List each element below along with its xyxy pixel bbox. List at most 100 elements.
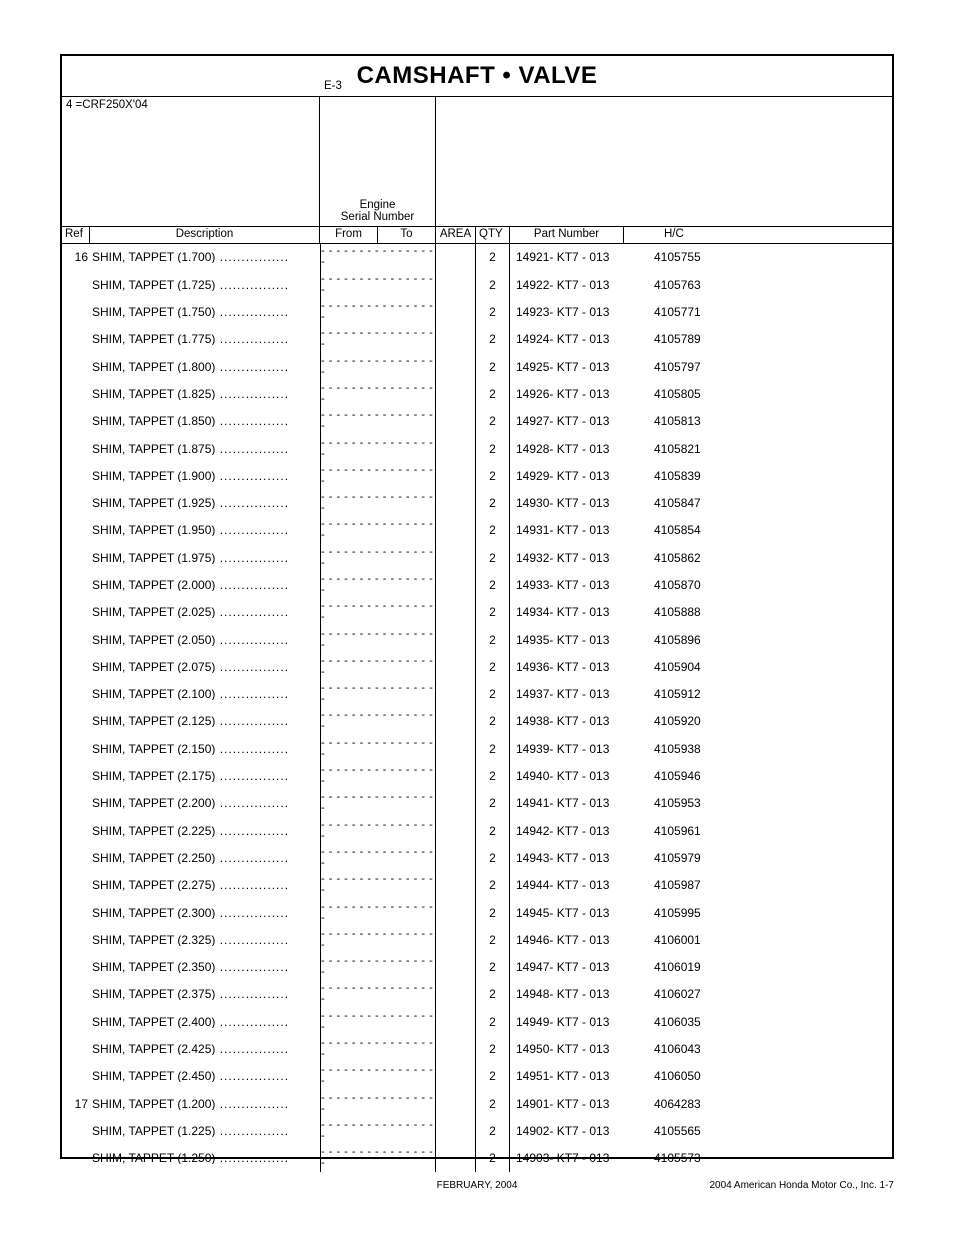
cell-part: 14943- KT7 - 013 (510, 852, 624, 864)
table-row: SHIM, TAPPET (1.925)- - - - - - - - - - … (62, 489, 892, 516)
cell-qty: 2 (476, 844, 510, 871)
cell-area (436, 408, 476, 435)
cell-serial: - - - - - - - - - - - - - - - - (320, 626, 436, 653)
cell-part: 14923- KT7 - 013 (510, 306, 624, 318)
cell-desc: SHIM, TAPPET (2.150) (92, 743, 290, 755)
cell-desc: SHIM, TAPPET (1.700) (92, 251, 290, 263)
page-title: CAMSHAFT • VALVE (62, 56, 892, 97)
cell-area (436, 1145, 476, 1172)
cell-desc: SHIM, TAPPET (2.400) (92, 1016, 290, 1028)
cell-serial: - - - - - - - - - - - - - - - - (320, 790, 436, 817)
cell-desc: SHIM, TAPPET (2.050) (92, 634, 290, 646)
cell-serial: - - - - - - - - - - - - - - - - (320, 899, 436, 926)
cell-area (436, 244, 476, 271)
cell-hc: 4105961 (624, 825, 892, 837)
cell-part: 14926- KT7 - 013 (510, 388, 624, 400)
cell-area (436, 872, 476, 899)
cell-hc: 4105979 (624, 852, 892, 864)
meta-row: 4 =CRF250X'04 E-3 Engine Serial Number (62, 97, 892, 227)
table-body: 16SHIM, TAPPET (1.700)- - - - - - - - - … (62, 244, 892, 1172)
cell-part: 14935- KT7 - 013 (510, 634, 624, 646)
cell-area (436, 517, 476, 544)
table-row: SHIM, TAPPET (2.375)- - - - - - - - - - … (62, 981, 892, 1008)
cell-part: 14922- KT7 - 013 (510, 279, 624, 291)
cell-qty: 2 (476, 817, 510, 844)
cell-qty: 2 (476, 271, 510, 298)
model-cell: 4 =CRF250X'04 (62, 97, 320, 226)
table-row: SHIM, TAPPET (2.025)- - - - - - - - - - … (62, 599, 892, 626)
table-row: SHIM, TAPPET (2.350)- - - - - - - - - - … (62, 954, 892, 981)
cell-qty: 2 (476, 1090, 510, 1117)
table-row: SHIM, TAPPET (2.000)- - - - - - - - - - … (62, 571, 892, 598)
cell-desc: SHIM, TAPPET (2.250) (92, 852, 290, 864)
cell-qty: 2 (476, 790, 510, 817)
cell-area (436, 735, 476, 762)
cell-part: 14948- KT7 - 013 (510, 988, 624, 1000)
table-row: SHIM, TAPPET (1.850)- - - - - - - - - - … (62, 408, 892, 435)
table-row: SHIM, TAPPET (2.200)- - - - - - - - - - … (62, 790, 892, 817)
cell-part: 14950- KT7 - 013 (510, 1043, 624, 1055)
hdr-hc: H/C (624, 227, 892, 243)
table-row: SHIM, TAPPET (2.275)- - - - - - - - - - … (62, 872, 892, 899)
cell-serial: - - - - - - - - - - - - - - - - (320, 462, 436, 489)
cell-qty: 2 (476, 244, 510, 271)
cell-qty: 2 (476, 571, 510, 598)
cell-qty: 2 (476, 599, 510, 626)
cell-hc: 4105946 (624, 770, 892, 782)
cell-qty: 2 (476, 408, 510, 435)
table-row: SHIM, TAPPET (1.725)- - - - - - - - - - … (62, 271, 892, 298)
cell-desc: SHIM, TAPPET (2.000) (92, 579, 290, 591)
cell-desc: SHIM, TAPPET (2.225) (92, 825, 290, 837)
cell-hc: 4105938 (624, 743, 892, 755)
cell-hc: 4105862 (624, 552, 892, 564)
cell-part: 14927- KT7 - 013 (510, 415, 624, 427)
table-row: SHIM, TAPPET (2.050) - - - - - - - - - - … (62, 626, 892, 653)
cell-serial: - - - - - - - - - - - - - - - - (320, 1145, 436, 1172)
cell-area (436, 762, 476, 789)
cell-hc: 4106035 (624, 1016, 892, 1028)
cell-qty: 2 (476, 544, 510, 571)
cell-serial: - - - - - - - - - - - - - - - - (320, 926, 436, 953)
cell-serial: - - - - - - - - - - - - - - - - (320, 435, 436, 462)
cell-desc: SHIM, TAPPET (2.300) (92, 907, 290, 919)
parts-table-frame: CAMSHAFT • VALVE 4 =CRF250X'04 E-3 Engin… (60, 54, 894, 1159)
cell-desc: SHIM, TAPPET (2.325) (92, 934, 290, 946)
cell-hc: 4105763 (624, 279, 892, 291)
cell-part: 14945- KT7 - 013 (510, 907, 624, 919)
cell-qty: 2 (476, 1063, 510, 1090)
table-row: SHIM, TAPPET (2.300) - - - - - - - - - - … (62, 899, 892, 926)
cell-hc: 4106001 (624, 934, 892, 946)
cell-desc: SHIM, TAPPET (2.125) (92, 715, 290, 727)
cell-hc: 4106019 (624, 961, 892, 973)
cell-area (436, 353, 476, 380)
cell-desc: SHIM, TAPPET (1.775) (92, 333, 290, 345)
hdr-from: From (320, 227, 378, 243)
cell-part: 14937- KT7 - 013 (510, 688, 624, 700)
cell-hc: 4105797 (624, 361, 892, 373)
cell-part: 14949- KT7 - 013 (510, 1016, 624, 1028)
table-row: SHIM, TAPPET (2.450)- - - - - - - - - - … (62, 1063, 892, 1090)
cell-area (436, 462, 476, 489)
cell-hc: 4105771 (624, 306, 892, 318)
cell-part: 14932- KT7 - 013 (510, 552, 624, 564)
cell-hc: 4105995 (624, 907, 892, 919)
cell-desc: SHIM, TAPPET (1.950) (92, 524, 290, 536)
cell-area (436, 954, 476, 981)
table-row: SHIM, TAPPET (2.125)- - - - - - - - - - … (62, 708, 892, 735)
cell-part: 14902- KT7 - 013 (510, 1125, 624, 1137)
cell-desc: SHIM, TAPPET (2.075) (92, 661, 290, 673)
cell-part: 14933- KT7 - 013 (510, 579, 624, 591)
cell-qty: 2 (476, 708, 510, 735)
cell-desc: SHIM, TAPPET (1.800) (92, 361, 290, 373)
cell-part: 14901- KT7 - 013 (510, 1098, 624, 1110)
cell-desc: SHIM, TAPPET (2.425) (92, 1043, 290, 1055)
cell-area (436, 271, 476, 298)
cell-area (436, 708, 476, 735)
cell-hc: 4105904 (624, 661, 892, 673)
cell-area (436, 1063, 476, 1090)
cell-area (436, 489, 476, 516)
cell-part: 14942- KT7 - 013 (510, 825, 624, 837)
cell-serial: - - - - - - - - - - - - - - - - (320, 1008, 436, 1035)
table-row: SHIM, TAPPET (1.875)- - - - - - - - - - … (62, 435, 892, 462)
table-row: SHIM, TAPPET (2.250)- - - - - - - - - - … (62, 844, 892, 871)
